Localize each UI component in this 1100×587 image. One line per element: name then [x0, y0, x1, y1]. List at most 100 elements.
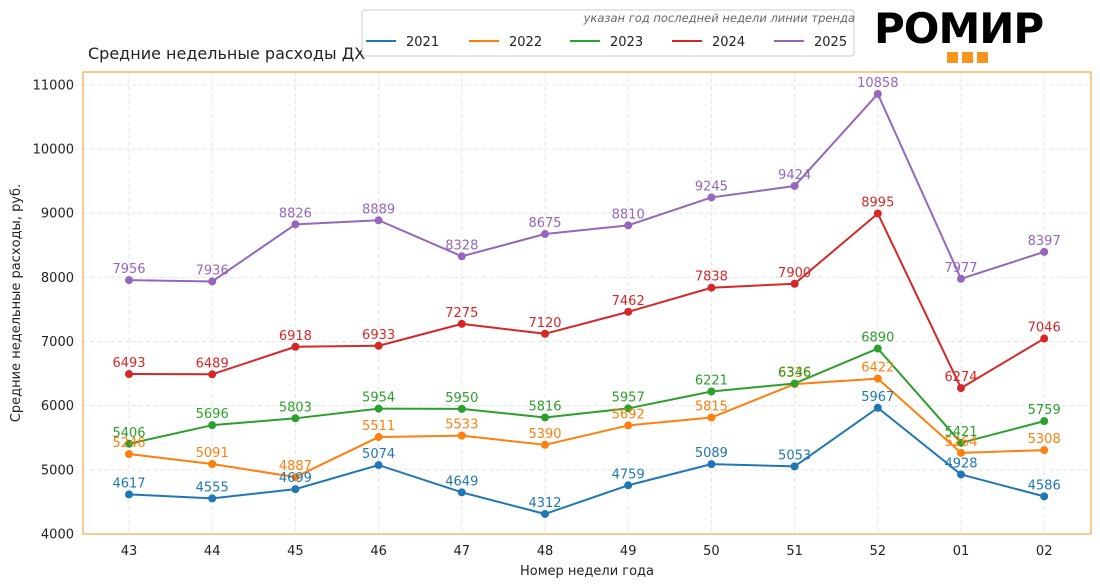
data-point — [541, 329, 549, 338]
data-point — [624, 404, 633, 413]
data-label: 7977 — [944, 261, 977, 276]
x-tick-label: 51 — [786, 544, 803, 559]
data-label: 5264 — [944, 435, 977, 450]
series-line-2021 — [128, 406, 1045, 515]
logo-squares — [947, 52, 988, 63]
data-label: 8826 — [279, 206, 312, 221]
data-point — [790, 379, 799, 388]
data-label: 5759 — [1028, 403, 1061, 418]
data-point — [957, 470, 965, 479]
series-line-2022 — [128, 377, 1045, 479]
data-point — [1040, 247, 1049, 256]
data-point — [374, 216, 383, 225]
data-point — [790, 462, 799, 471]
data-point — [541, 440, 549, 449]
data-label: 4555 — [196, 480, 229, 495]
data-label: 7120 — [528, 316, 561, 331]
data-point — [624, 421, 633, 430]
data-label: 6422 — [861, 361, 894, 376]
data-label: 6890 — [861, 331, 894, 346]
data-label: 5246 — [112, 436, 145, 451]
data-point — [457, 319, 466, 328]
data-label: 10858 — [857, 76, 898, 91]
data-label: 8889 — [362, 202, 395, 217]
data-label: 4759 — [612, 467, 645, 482]
x-tick-label: 46 — [370, 544, 387, 559]
data-labels: 4617 4555 4699 5074 4649 4312 4759 5089 5053 5967… — [112, 76, 1060, 511]
data-label: 6346 — [778, 365, 811, 380]
grid — [83, 72, 1091, 534]
x-axis-label: Номер недели года — [520, 564, 654, 579]
data-label: 5091 — [196, 446, 229, 461]
x-tick-label: 43 — [121, 544, 138, 559]
x-tick-label: 48 — [537, 544, 554, 559]
data-point — [873, 89, 882, 98]
data-point — [291, 414, 300, 423]
data-label: 5816 — [528, 399, 561, 414]
data-point — [1040, 334, 1049, 343]
data-point — [374, 404, 383, 413]
plot-frame — [82, 71, 1092, 535]
data-label: 4617 — [112, 476, 145, 491]
data-point — [125, 370, 133, 379]
series-line-2025 — [128, 92, 1045, 283]
legend-label: 2024 — [712, 35, 745, 50]
data-label: 5406 — [112, 426, 145, 441]
data-label: 5533 — [445, 418, 478, 433]
data-label: 5421 — [944, 425, 977, 440]
data-label: 4586 — [1028, 478, 1061, 493]
data-point — [291, 342, 300, 351]
data-label: 6221 — [695, 373, 728, 388]
series-line-2023 — [128, 347, 1045, 445]
series-line-2024 — [128, 212, 1045, 390]
y-tick-label: 10000 — [33, 143, 74, 158]
x-tick-label: 50 — [703, 544, 720, 559]
data-label: 5089 — [695, 446, 728, 461]
data-point — [1040, 446, 1049, 455]
data-point — [790, 279, 799, 288]
y-tick-label: 11000 — [33, 78, 74, 93]
legend-label: 2025 — [814, 35, 847, 50]
data-point — [873, 209, 882, 218]
series-layer — [125, 89, 1049, 518]
data-point — [208, 277, 217, 286]
data-point — [957, 384, 965, 393]
logo-square — [977, 52, 988, 63]
axes: 4000 5000 6000 7000 8000 9000 10000 11000 43 44 45… — [33, 78, 1053, 559]
data-label: 4887 — [279, 459, 312, 474]
data-point — [125, 490, 133, 499]
data-label: 4649 — [445, 474, 478, 489]
x-tick-label: 45 — [287, 544, 304, 559]
data-point — [541, 230, 549, 239]
data-label: 5308 — [1028, 432, 1061, 447]
data-label: 7462 — [612, 294, 645, 309]
x-tick-label: 49 — [620, 544, 637, 559]
data-label: 9424 — [778, 168, 811, 183]
romir-logo: РОМИР — [874, 8, 1066, 66]
data-label: 8995 — [861, 195, 894, 210]
data-label: 6933 — [362, 328, 395, 343]
y-tick-label: 6000 — [41, 399, 74, 414]
data-label: 6336 — [778, 366, 811, 381]
data-label: 5803 — [279, 400, 312, 415]
legend-note: указан год последней недели линии тренда — [583, 11, 855, 25]
logo-square — [962, 52, 973, 63]
data-point — [707, 460, 716, 469]
data-point — [125, 439, 133, 448]
x-tick-label: 44 — [204, 544, 221, 559]
data-label: 4928 — [944, 456, 977, 471]
data-label: 4699 — [279, 471, 312, 486]
x-tick-label: 01 — [953, 544, 970, 559]
x-tick-label: 02 — [1036, 544, 1053, 559]
data-point — [707, 193, 716, 202]
data-label: 8810 — [612, 207, 645, 222]
data-point — [291, 485, 300, 494]
data-label: 4312 — [528, 496, 561, 511]
data-point — [374, 433, 383, 442]
data-label: 5692 — [612, 407, 645, 422]
data-point — [208, 370, 217, 379]
y-tick-label: 5000 — [41, 463, 74, 478]
data-label: 5950 — [445, 391, 478, 406]
data-point — [374, 461, 383, 470]
data-point — [457, 488, 466, 497]
